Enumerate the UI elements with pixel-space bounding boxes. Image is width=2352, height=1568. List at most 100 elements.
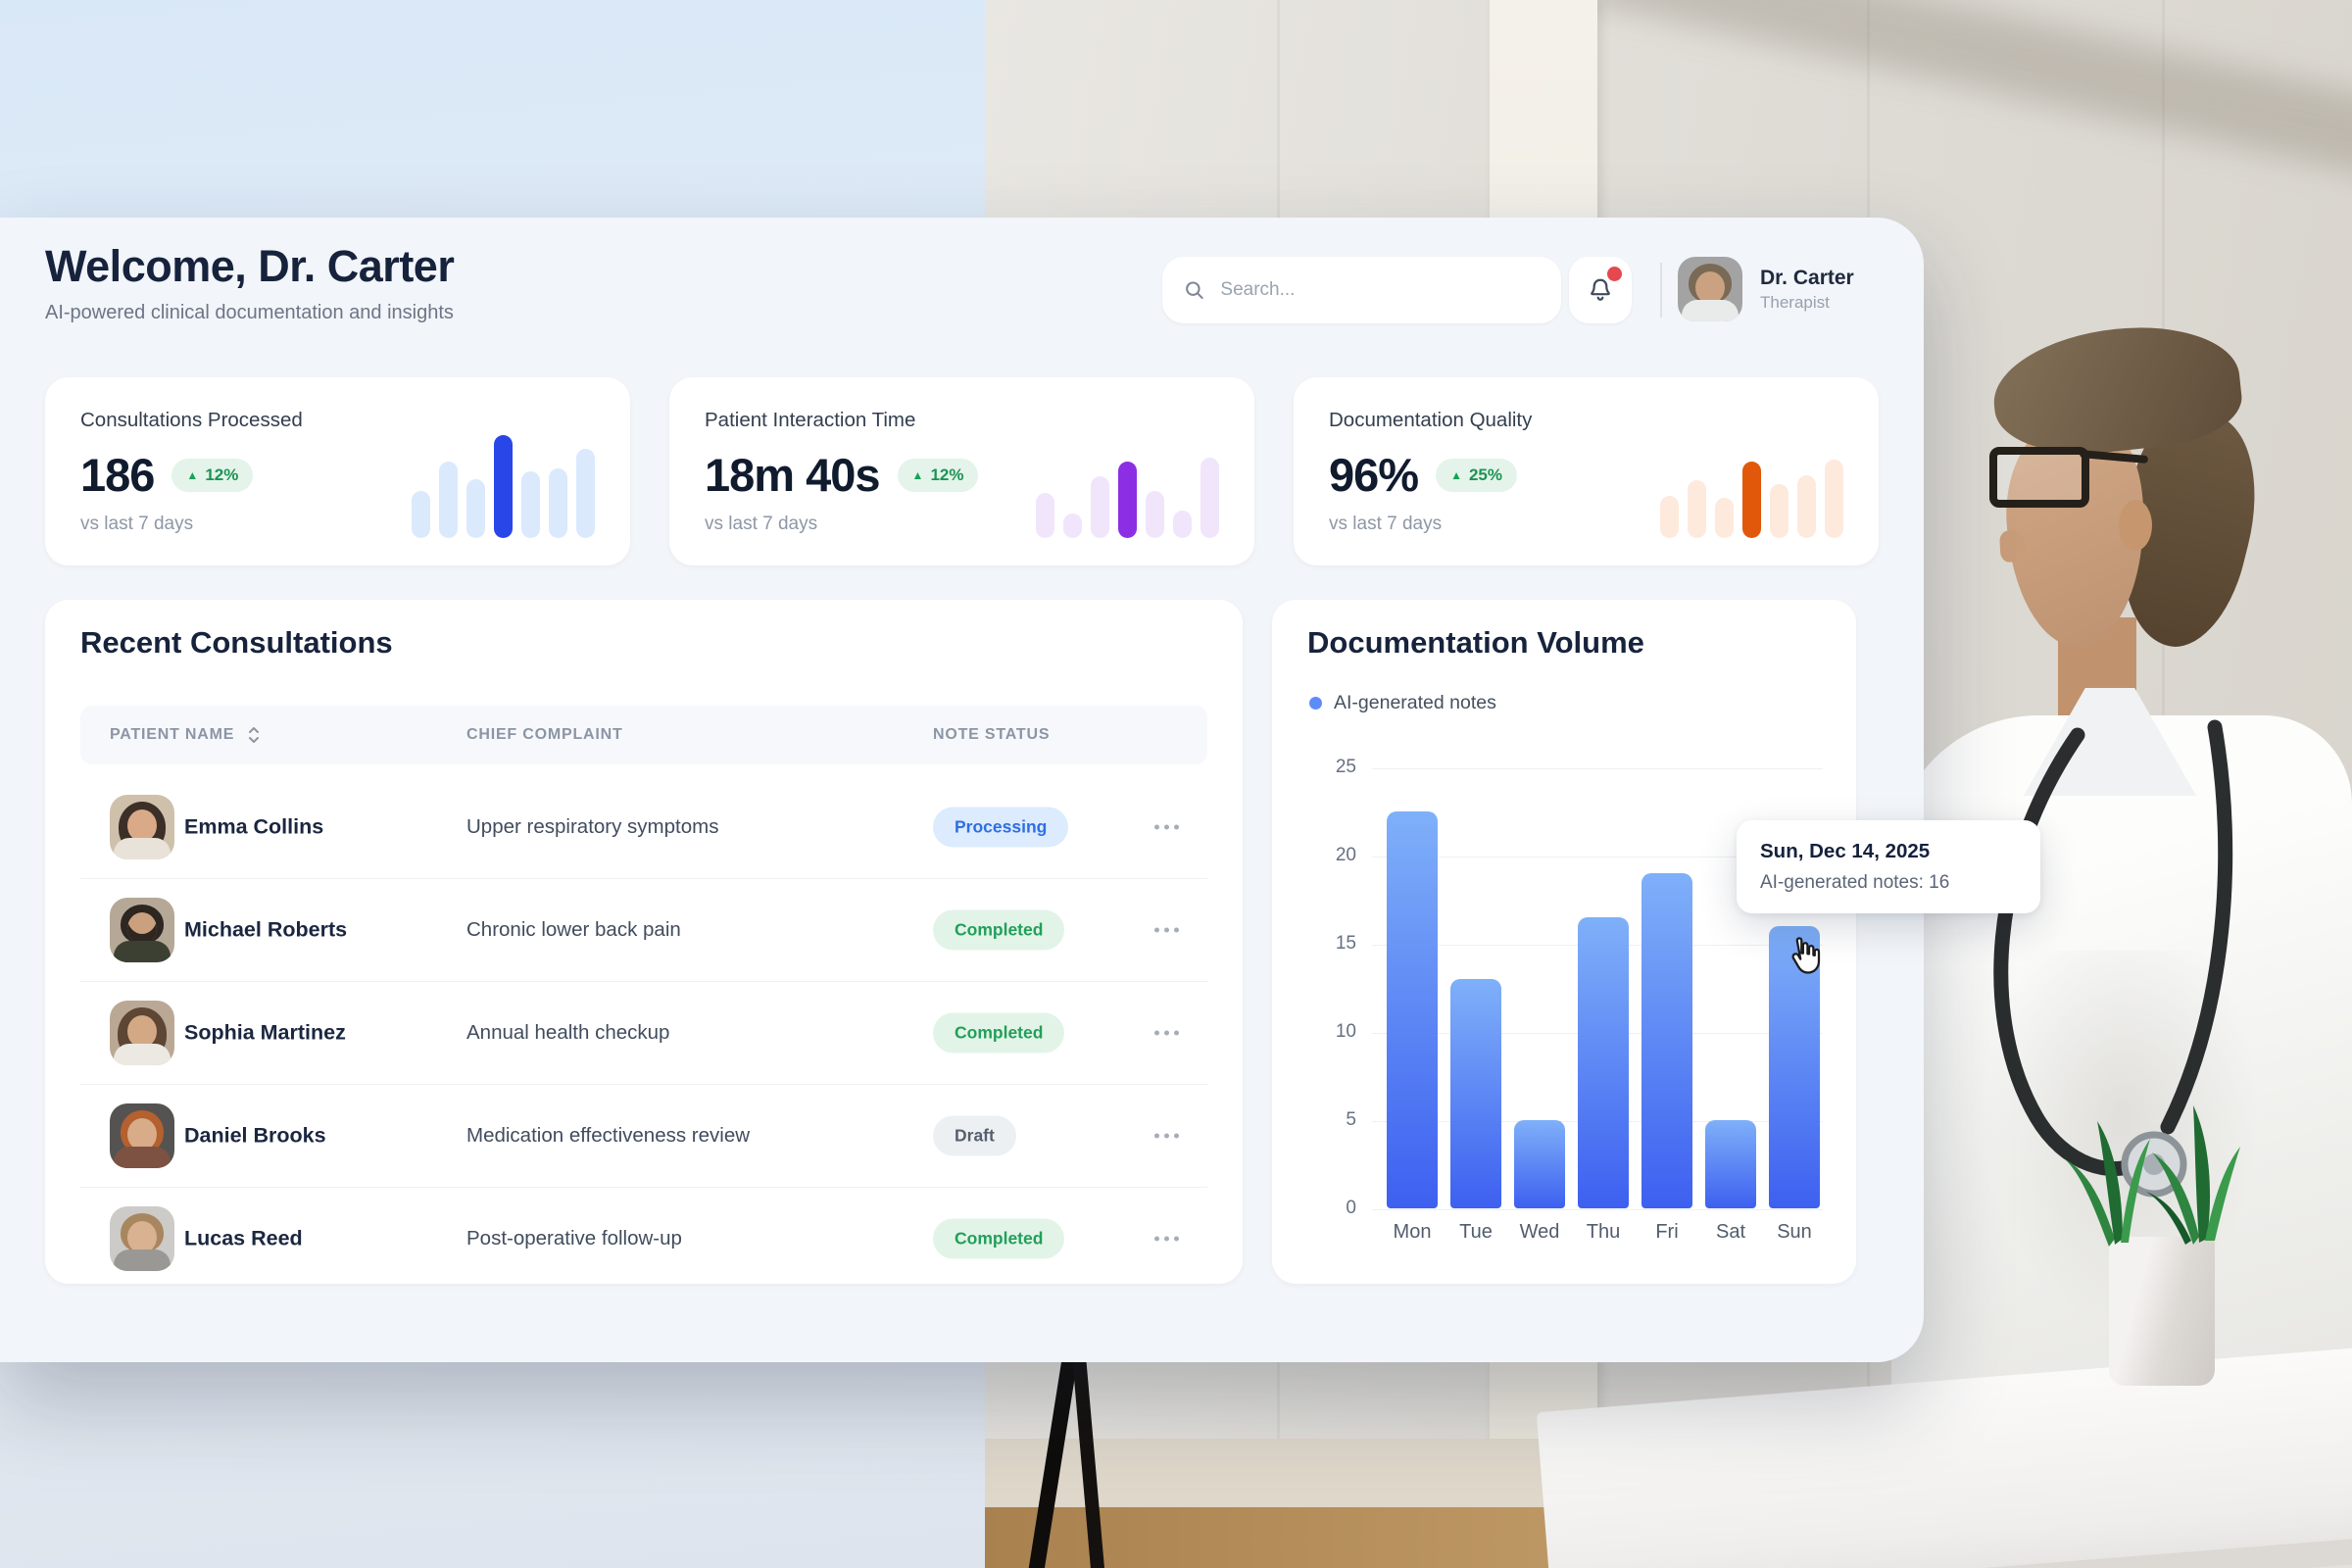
delta-badge: ▲ 25% (1436, 458, 1517, 492)
status-badge: Draft (933, 1115, 1016, 1156)
row-menu-button[interactable] (1145, 1124, 1189, 1149)
chief-complaint: Annual health checkup (466, 1021, 670, 1044)
patient-name: Emma Collins (184, 814, 324, 839)
chief-complaint: Chronic lower back pain (466, 918, 681, 941)
row-menu-button[interactable] (1145, 1021, 1189, 1046)
chief-complaint: Post-operative follow-up (466, 1227, 682, 1250)
status-badge: Processing (933, 807, 1069, 848)
row-menu-button[interactable] (1145, 815, 1189, 840)
status-badge: Completed (933, 1218, 1065, 1259)
page-title: Welcome, Dr. Carter (45, 241, 455, 291)
documentation-volume-card: Documentation Volume AI-generated notes … (1272, 600, 2040, 1284)
trend-up-icon: ▲ (911, 467, 924, 482)
notifications-button[interactable] (1569, 257, 1632, 323)
avatar (110, 795, 174, 859)
status-badge: Completed (933, 1012, 1065, 1054)
stat-value: 186 (80, 449, 155, 501)
consultations-rows: Emma Collins Upper respiratory symptoms … (80, 776, 1207, 1290)
notification-dot (1607, 267, 1622, 281)
chart-legend: AI-generated notes (1309, 692, 1496, 714)
chart-bar-mon[interactable] (1387, 811, 1438, 1208)
y-tick-label: 0 (1346, 1198, 1356, 1218)
gridline: 20 (1301, 845, 1823, 865)
header-divider (1660, 263, 1662, 318)
x-axis-label: Thu (1586, 1221, 1621, 1243)
patient-name: Sophia Martinez (184, 1020, 346, 1045)
patient-name: Daniel Brooks (184, 1123, 326, 1148)
stat-caption: vs last 7 days (1329, 514, 1443, 534)
column-header-note-status: Note status (933, 726, 1051, 743)
stat-value: 96% (1329, 449, 1419, 501)
doctor-ear (2119, 500, 2152, 551)
table-row[interactable]: Sophia Martinez Annual health checkup Co… (80, 982, 1207, 1085)
search-bar[interactable] (1162, 257, 1561, 323)
stat-label: Documentation Quality (1329, 409, 1533, 431)
chart-plot: 25 20 15 10 5 0 Mon Tue Wed Thu Fri Sat Sun (1272, 600, 1856, 1284)
gridline: 0 (1301, 1198, 1823, 1218)
search-input[interactable] (1218, 278, 1540, 302)
dashboard-panel: Welcome, Dr. Carter AI-powered clinical … (0, 218, 2040, 1362)
chart-title: Documentation Volume (1307, 625, 1644, 660)
x-axis-label: Sat (1715, 1221, 1746, 1243)
chart-bar-fri[interactable] (1642, 873, 1692, 1208)
y-tick-label: 20 (1335, 845, 1356, 865)
user-menu[interactable]: Dr. Carter Therapist (1678, 257, 1854, 321)
table-row[interactable]: Daniel Brooks Medication effectiveness r… (80, 1085, 1207, 1188)
user-role: Therapist (1760, 292, 1830, 312)
x-axis-label: Tue (1459, 1221, 1493, 1243)
plant-pot (2109, 1237, 2215, 1386)
table-row[interactable]: Lucas Reed Post-operative follow-up Comp… (80, 1188, 1207, 1290)
page-subtitle: AI-powered clinical documentation and in… (45, 302, 454, 323)
gridline: 15 (1301, 933, 1823, 954)
stat-caption: vs last 7 days (705, 514, 818, 534)
chart-bar-sat[interactable] (1705, 1120, 1756, 1208)
doctor-glasses (1982, 443, 2149, 508)
avatar (110, 1001, 174, 1065)
avatar (110, 1103, 174, 1168)
avatar (110, 1206, 174, 1271)
column-header-patient-name[interactable]: Patient name (110, 706, 262, 764)
avatar (110, 898, 174, 962)
stat-value: 18m 40s (705, 449, 881, 501)
legend-label: AI-generated notes (1334, 692, 1496, 713)
stats-row: Consultations Processed 186 ▲ 12% vs las… (45, 377, 1879, 565)
chart-bar-thu[interactable] (1578, 917, 1629, 1208)
y-tick-label: 15 (1335, 933, 1356, 954)
chart-tooltip: Sun, Dec 14, 2025 AI-generated notes: 16 (1737, 820, 2040, 913)
stat-label: Consultations Processed (80, 409, 303, 431)
patient-name: Michael Roberts (184, 917, 348, 942)
column-header-chief-complaint: Chief complaint (466, 726, 623, 743)
delta-badge: ▲ 12% (172, 458, 254, 492)
avatar (1678, 257, 1742, 321)
section-title: Recent Consultations (80, 625, 393, 660)
row-menu-button[interactable] (1145, 918, 1189, 943)
table-header: Patient name Chief complaint Note status (80, 706, 1207, 764)
mini-bar-chart (412, 426, 595, 538)
trend-up-icon: ▲ (186, 467, 199, 482)
search-icon (1186, 281, 1203, 300)
chief-complaint: Medication effectiveness review (466, 1124, 751, 1147)
bell-icon (1591, 278, 1610, 301)
delta-badge: ▲ 12% (897, 458, 979, 492)
x-axis-label: Wed (1519, 1221, 1560, 1243)
row-menu-button[interactable] (1145, 1227, 1189, 1251)
wood-floor (985, 1507, 1622, 1568)
chart-bar-wed[interactable] (1514, 1120, 1565, 1208)
mini-bar-chart (1660, 426, 1843, 538)
cursor-hand-icon (1791, 937, 1821, 974)
succulent-plant (2064, 1105, 2240, 1247)
tooltip-value: AI-generated notes: 16 (1760, 872, 1950, 893)
gridline: 25 (1301, 757, 1823, 777)
chart-bar-tue[interactable] (1450, 979, 1501, 1208)
trend-up-icon: ▲ (1450, 467, 1462, 482)
table-row[interactable]: Michael Roberts Chronic lower back pain … (80, 879, 1207, 982)
sort-icon (249, 727, 260, 743)
mini-bar-chart (1036, 426, 1219, 538)
table-row[interactable]: Emma Collins Upper respiratory symptoms … (80, 776, 1207, 879)
legend-dot-icon (1309, 697, 1322, 710)
stat-caption: vs last 7 days (80, 514, 194, 534)
y-tick-label: 25 (1335, 757, 1356, 777)
stat-label: Patient Interaction Time (705, 409, 916, 431)
x-axis-label: Fri (1655, 1221, 1679, 1243)
